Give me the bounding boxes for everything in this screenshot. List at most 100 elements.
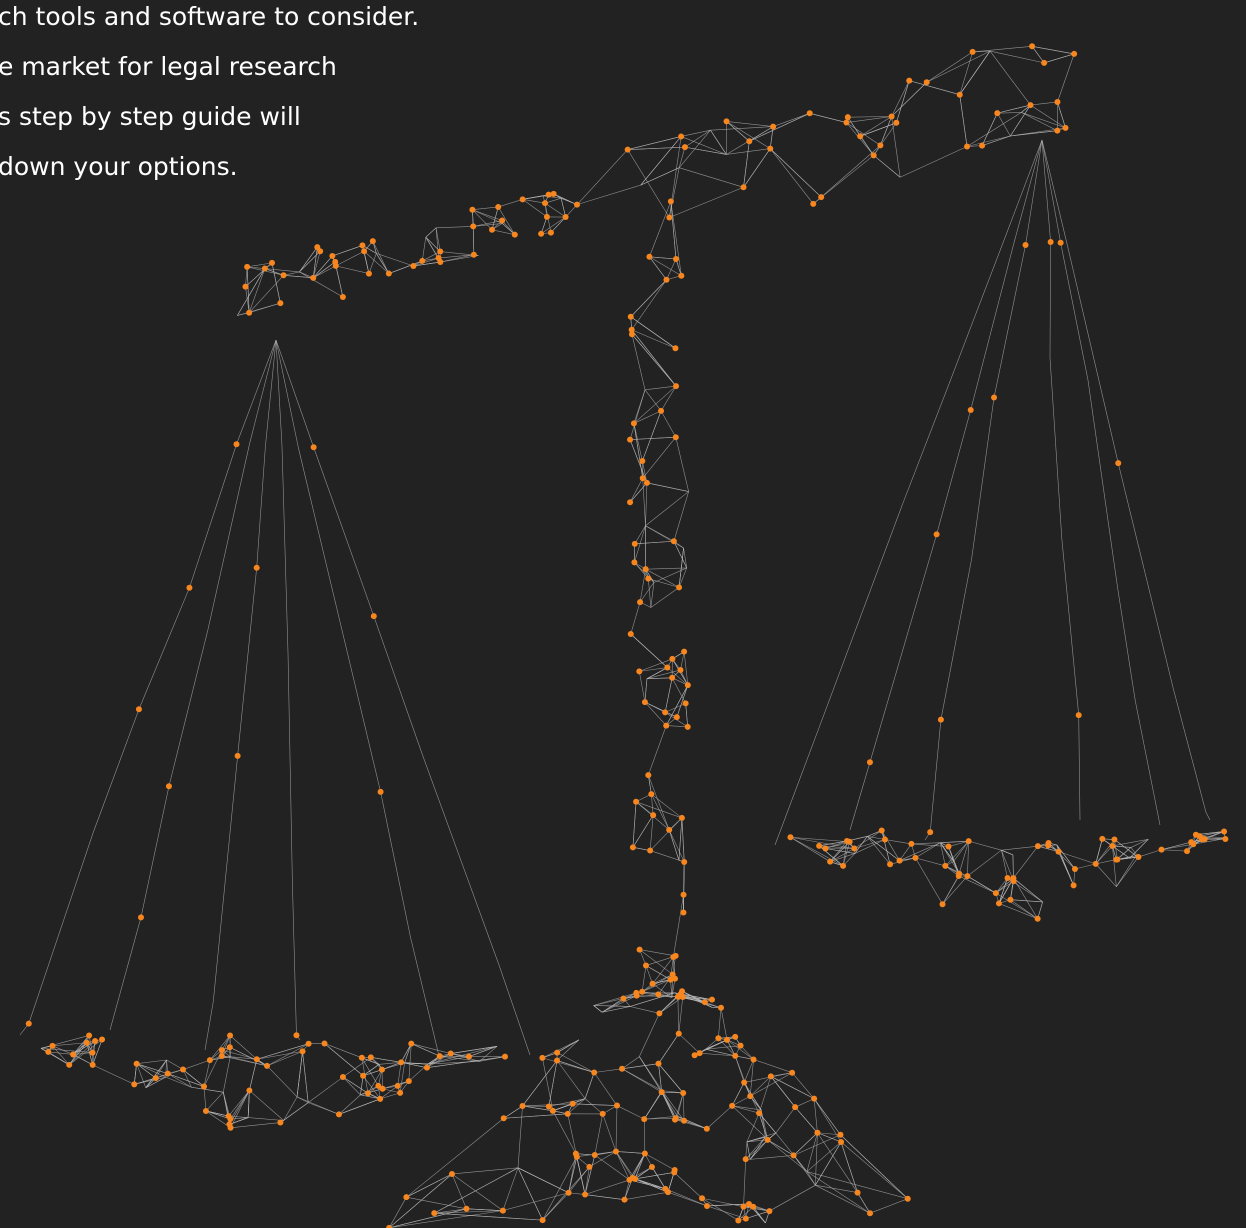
link: [967, 841, 969, 877]
link: [995, 877, 1014, 894]
link: [795, 1098, 815, 1108]
link: [639, 1056, 663, 1093]
link: [552, 1110, 577, 1154]
link: [710, 129, 727, 155]
node: [746, 138, 753, 145]
node: [612, 1148, 619, 1155]
node: [672, 434, 679, 441]
node: [732, 1052, 739, 1059]
node: [740, 1203, 747, 1210]
link: [575, 1153, 586, 1195]
link: [915, 842, 941, 859]
link: [644, 385, 677, 391]
node: [339, 1074, 346, 1081]
link: [842, 841, 850, 866]
node: [995, 900, 1002, 907]
link: [942, 875, 960, 905]
link: [732, 1105, 760, 1114]
node: [500, 1115, 507, 1122]
link: [615, 1105, 618, 1152]
node: [419, 257, 426, 264]
link: [646, 482, 689, 492]
link: [971, 397, 995, 560]
link: [205, 1110, 229, 1117]
link: [642, 437, 677, 479]
link: [338, 1094, 361, 1115]
link: [651, 793, 670, 830]
link: [166, 1059, 184, 1070]
link: [1025, 139, 1043, 246]
link: [557, 1052, 595, 1073]
node: [1047, 239, 1054, 245]
node: [1062, 124, 1069, 131]
link: [1129, 839, 1149, 859]
link: [633, 423, 643, 462]
link: [450, 1053, 470, 1057]
node: [646, 253, 653, 260]
link: [266, 1043, 309, 1067]
link: [646, 667, 668, 679]
link: [627, 146, 685, 150]
link: [266, 1051, 303, 1067]
link: [953, 840, 969, 862]
link: [72, 1035, 90, 1055]
link: [167, 1073, 192, 1088]
link: [245, 286, 250, 313]
link: [228, 1115, 249, 1118]
node: [437, 248, 444, 255]
node: [1192, 831, 1199, 838]
link: [817, 1132, 842, 1143]
node: [463, 1205, 470, 1212]
node: [933, 531, 940, 538]
link: [425, 236, 441, 252]
link: [299, 246, 318, 273]
link: [204, 1001, 214, 1051]
link: [650, 587, 680, 608]
link: [958, 875, 997, 894]
link: [622, 1063, 659, 1070]
link: [593, 1005, 603, 1013]
link: [229, 1035, 257, 1060]
link: [1010, 899, 1038, 920]
node: [1054, 98, 1061, 105]
node: [648, 791, 655, 798]
link: [1087, 379, 1119, 590]
link: [649, 256, 682, 276]
link: [136, 1063, 166, 1078]
node: [681, 144, 688, 151]
text-line: down your options.: [0, 152, 238, 181]
link: [705, 1048, 736, 1057]
node: [1071, 866, 1078, 873]
link: [758, 1076, 772, 1114]
link: [275, 339, 314, 448]
node: [737, 1042, 744, 1049]
link: [312, 247, 318, 278]
link: [472, 209, 503, 224]
node: [662, 1185, 669, 1192]
node: [66, 1061, 73, 1068]
node: [502, 1053, 509, 1060]
link: [594, 1154, 630, 1181]
link: [421, 237, 427, 261]
node: [86, 1032, 93, 1039]
node: [554, 1049, 561, 1056]
link: [726, 121, 750, 142]
link: [145, 1076, 166, 1089]
link: [360, 1085, 379, 1096]
link: [745, 1132, 777, 1160]
link: [552, 1103, 573, 1112]
link: [363, 251, 390, 274]
node: [678, 814, 685, 821]
node: [669, 971, 676, 978]
link: [643, 1119, 646, 1154]
node: [645, 772, 652, 779]
node: [633, 992, 640, 999]
link: [553, 193, 578, 205]
link: [791, 1072, 815, 1099]
node: [1188, 839, 1195, 846]
link: [899, 842, 941, 861]
link: [646, 669, 681, 680]
link: [899, 146, 968, 178]
node: [701, 999, 708, 1006]
link: [576, 149, 628, 205]
